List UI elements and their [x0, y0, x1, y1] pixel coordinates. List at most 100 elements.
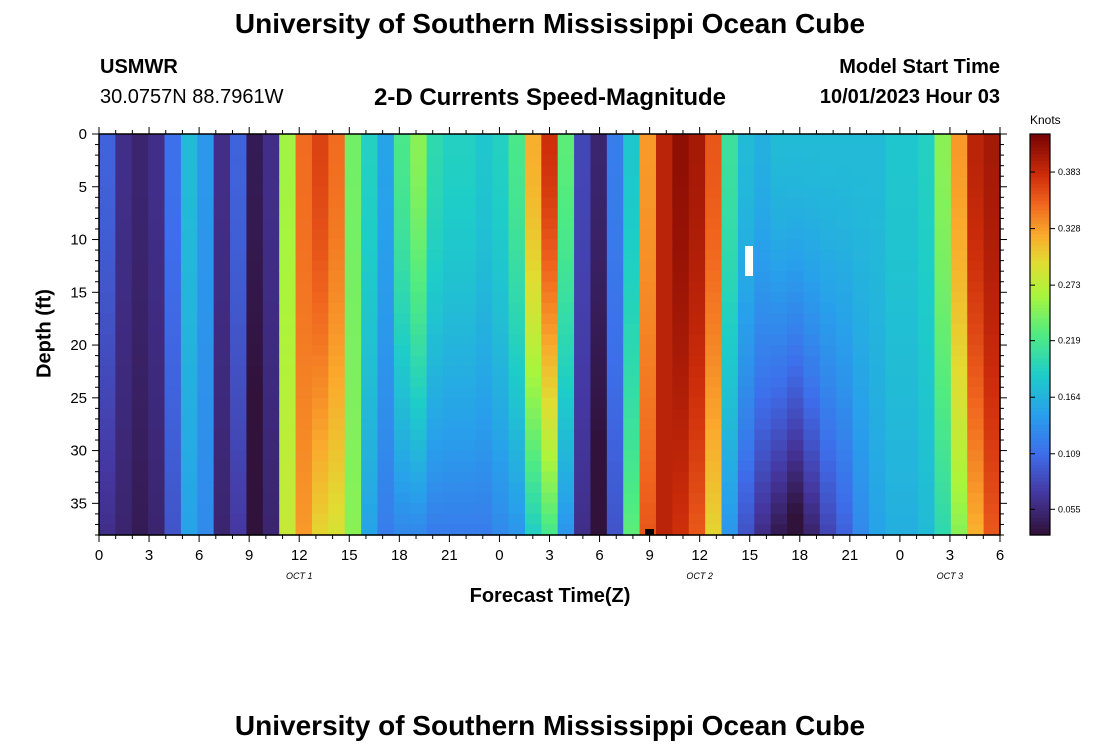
heatmap-cell [918, 186, 936, 198]
heatmap-cell [967, 239, 985, 251]
heatmap-cell [770, 313, 788, 325]
heatmap-cell [721, 250, 739, 262]
heatmap-cell [328, 250, 346, 262]
heatmap-cell [475, 387, 493, 399]
heatmap-cell [950, 260, 968, 272]
heatmap-cell [311, 345, 329, 357]
heatmap-cell [688, 461, 706, 473]
heatmap-cell [393, 302, 411, 314]
colorbar-swatch [1030, 311, 1050, 316]
heatmap-cell [574, 197, 592, 209]
heatmap-cell [950, 313, 968, 325]
heatmap-cell [803, 355, 821, 367]
heatmap-cell [115, 134, 133, 146]
heatmap-cell [754, 239, 772, 251]
heatmap-cell [688, 218, 706, 230]
colorbar-swatch [1030, 404, 1050, 409]
heatmap-cell [623, 134, 641, 146]
heatmap-cell [623, 450, 641, 462]
heatmap-cell [574, 176, 592, 188]
heatmap-cell [574, 461, 592, 473]
heatmap-cell [918, 218, 936, 230]
heatmap-cell [475, 440, 493, 452]
heatmap-cell [344, 450, 362, 462]
heatmap-cell [819, 260, 837, 272]
heatmap-cell [164, 471, 182, 483]
heatmap-cell [361, 524, 379, 536]
heatmap-cell [344, 292, 362, 304]
heatmap-cell [410, 440, 428, 452]
heatmap-cell [721, 292, 739, 304]
colorbar-swatch [1030, 381, 1050, 386]
heatmap-cell [819, 302, 837, 314]
heatmap-cell [623, 228, 641, 241]
heatmap-cell [459, 408, 477, 420]
heatmap-cell [148, 492, 166, 504]
heatmap-cell [344, 418, 362, 431]
heatmap-cell [197, 387, 215, 399]
heatmap-cell [410, 429, 428, 441]
heatmap-cell [164, 323, 182, 336]
heatmap-cell [819, 271, 837, 283]
heatmap-cell [344, 239, 362, 251]
heatmap-cell [918, 323, 936, 336]
heatmap-cell [524, 186, 542, 198]
heatmap-cell [99, 144, 116, 156]
heatmap-cell [459, 239, 477, 251]
heatmap-cell [721, 345, 739, 357]
colorbar-swatch [1030, 411, 1050, 416]
heatmap-cell [770, 165, 788, 177]
heatmap-cell [426, 144, 444, 156]
heatmap-cell [574, 250, 592, 262]
heatmap-cell [557, 376, 575, 388]
heatmap-cell [803, 345, 821, 357]
heatmap-cell [148, 302, 166, 314]
heatmap-cell [361, 218, 379, 230]
heatmap-cell [623, 281, 641, 293]
heatmap-cell [754, 397, 772, 409]
heatmap-cell [164, 482, 182, 494]
heatmap-cell [115, 260, 133, 272]
heatmap-cell [524, 471, 542, 483]
heatmap-cell [148, 165, 166, 177]
heatmap-cell [508, 440, 526, 452]
heatmap-cell [148, 397, 166, 409]
heatmap-cell [623, 165, 641, 177]
heatmap-cell [344, 197, 362, 209]
heatmap-cell [311, 334, 329, 346]
heatmap-cell [803, 524, 821, 536]
heatmap-cell [737, 513, 755, 526]
heatmap-cell [295, 207, 313, 220]
heatmap-cell [459, 271, 477, 283]
heatmap-cell [983, 218, 1001, 230]
heatmap-cell [410, 218, 428, 230]
heatmap-cell [852, 429, 870, 441]
heatmap-cell [164, 281, 182, 293]
colorbar-swatch [1030, 291, 1050, 295]
heatmap-cell [426, 461, 444, 473]
colorbar-swatch [1030, 207, 1050, 212]
heatmap-cell [868, 250, 886, 262]
colorbar-swatch [1030, 254, 1050, 259]
heatmap-cell [868, 281, 886, 293]
heatmap-cell [311, 513, 329, 526]
heatmap-cell [148, 218, 166, 230]
heatmap-cell [99, 197, 116, 209]
heatmap-cell [770, 218, 788, 230]
heatmap-cell [246, 513, 264, 526]
heatmap-cell [361, 165, 379, 177]
heatmap-cell [295, 397, 313, 409]
heatmap-cell [377, 376, 395, 388]
heatmap-cell [868, 524, 886, 536]
heatmap-cell [770, 524, 788, 536]
heatmap-cell [868, 239, 886, 251]
colorbar-swatch [1030, 274, 1050, 279]
heatmap-cell [885, 334, 903, 346]
heatmap-cell [672, 387, 690, 399]
heatmap-cell [230, 302, 248, 314]
heatmap-cell [754, 492, 772, 504]
heatmap-cell [475, 524, 493, 536]
heatmap-cell [557, 408, 575, 420]
heatmap-cell [983, 281, 1001, 293]
